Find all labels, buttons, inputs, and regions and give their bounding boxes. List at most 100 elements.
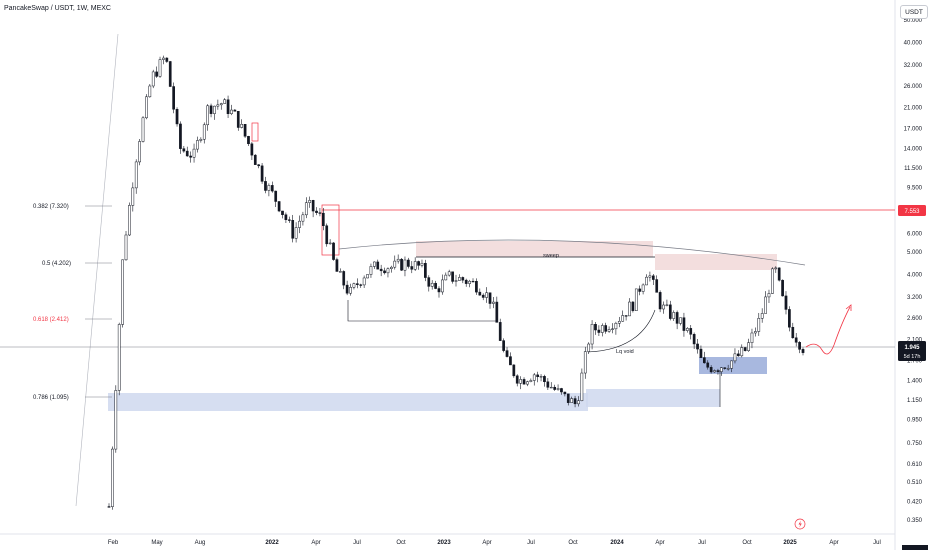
- candle: [502, 340, 505, 351]
- time-tick-label: Jul: [698, 540, 706, 546]
- price-tick-label: 2.600: [907, 316, 923, 322]
- candle: [410, 266, 414, 270]
- price-tick-label: 9.500: [907, 185, 923, 191]
- price-tick-label: 0.610: [907, 462, 923, 468]
- candle: [743, 347, 747, 351]
- candle: [468, 280, 471, 284]
- candle: [369, 266, 373, 275]
- candle: [131, 187, 135, 206]
- candle: [233, 109, 237, 112]
- fib-anchor-line: [75, 33, 119, 507]
- candle: [352, 283, 356, 288]
- candle: [733, 353, 737, 362]
- candle: [349, 287, 352, 294]
- time-tick-label: 2025: [783, 540, 797, 546]
- candle: [277, 201, 281, 212]
- candle: [342, 271, 346, 286]
- candle: [614, 322, 618, 330]
- candle: [485, 292, 488, 298]
- fib-05-label: 0.5 (4.202): [42, 261, 71, 267]
- candle: [702, 357, 706, 364]
- candle: [621, 315, 625, 322]
- candle: [570, 398, 574, 403]
- candle: [376, 261, 380, 270]
- candle: [444, 274, 448, 281]
- candle: [427, 277, 431, 287]
- price-tick-label: 2.100: [907, 337, 923, 343]
- candle: [672, 312, 676, 319]
- currency-button[interactable]: USDT: [900, 5, 928, 19]
- candle: [760, 313, 764, 319]
- symbol-title[interactable]: PancakeSwap / USDT, 1W, MEXC: [4, 5, 111, 12]
- candle: [685, 328, 689, 331]
- candle: [206, 105, 210, 126]
- candle: [771, 268, 774, 294]
- candle: [373, 261, 376, 267]
- candle: [138, 141, 141, 163]
- candle: [794, 337, 798, 343]
- candle: [189, 155, 192, 158]
- candle: [747, 342, 750, 351]
- candle: [478, 291, 482, 296]
- time-axis[interactable]: Feb May Aug 2022 Apr Jul Oct 2023 Apr Jul Oct 2024 A…: [108, 540, 881, 546]
- candle: [737, 353, 740, 357]
- price-scale[interactable]: 50.000 40.000 32.000 26.000 21.000 17.000 14.0…: [904, 18, 923, 524]
- candle: [689, 328, 693, 335]
- candle: [475, 281, 478, 293]
- candle: [335, 259, 339, 272]
- candle: [185, 150, 189, 157]
- time-tick-label: Jul: [873, 540, 881, 546]
- time-tick-label: Feb: [108, 540, 119, 546]
- candle: [172, 86, 175, 110]
- candle: [519, 379, 522, 384]
- candle: [121, 259, 124, 325]
- candle: [390, 266, 393, 269]
- time-tick-label: Apr: [482, 540, 491, 546]
- candle: [546, 381, 550, 388]
- candle: [634, 288, 638, 311]
- candle: [730, 360, 733, 369]
- candle: [230, 109, 233, 114]
- candle: [658, 292, 662, 310]
- candle: [148, 85, 152, 98]
- price-tick-label: 40.000: [904, 40, 923, 46]
- candle: [168, 61, 172, 87]
- candle: [267, 185, 271, 191]
- candle: [287, 219, 291, 221]
- candle: [437, 288, 441, 293]
- candle: [219, 103, 223, 106]
- price-tick-label: 0.350: [907, 518, 923, 524]
- candle: [583, 351, 587, 374]
- time-tick-label: 2022: [265, 540, 279, 546]
- candle: [284, 214, 288, 220]
- projection-path: [805, 306, 851, 355]
- candle: [434, 282, 437, 289]
- candle: [281, 210, 284, 215]
- candle: [321, 212, 325, 226]
- candle: [304, 202, 308, 216]
- candle: [679, 317, 682, 324]
- candle: [355, 283, 359, 285]
- candle: [522, 379, 526, 385]
- candle: [648, 275, 652, 278]
- resistance-price-badge: 7.553: [898, 205, 926, 216]
- lightning-icon[interactable]: [794, 518, 806, 530]
- price-tick-label: 1.400: [907, 378, 923, 384]
- candle: [682, 317, 686, 331]
- candle: [706, 362, 710, 368]
- candle: [383, 270, 386, 274]
- candle: [260, 165, 264, 182]
- candle: [699, 348, 703, 358]
- price-tick-label: 4.000: [907, 273, 923, 279]
- time-tick-label: Oct: [742, 540, 752, 546]
- candle: [158, 59, 162, 77]
- candle: [471, 280, 475, 283]
- candle: [600, 325, 604, 333]
- candle: [791, 326, 795, 339]
- candle: [202, 124, 206, 140]
- candle: [264, 181, 267, 191]
- candle: [270, 185, 274, 192]
- sweep-arc: [338, 239, 806, 266]
- time-tick-label: Oct: [396, 540, 406, 546]
